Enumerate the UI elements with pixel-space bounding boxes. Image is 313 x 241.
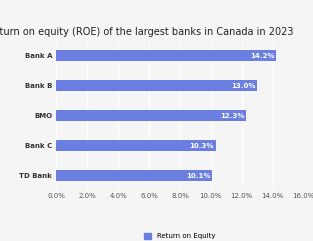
Text: 13.0%: 13.0% bbox=[231, 83, 256, 89]
Text: 10.1%: 10.1% bbox=[186, 173, 211, 179]
Text: Return on equity (ROE) of the largest banks in Canada in 2023: Return on equity (ROE) of the largest ba… bbox=[0, 27, 294, 37]
Bar bbox=[56, 50, 276, 61]
Text: 12.3%: 12.3% bbox=[220, 113, 245, 119]
Legend: Return on Equity: Return on Equity bbox=[145, 233, 215, 240]
Text: 10.3%: 10.3% bbox=[189, 143, 214, 149]
Text: 14.2%: 14.2% bbox=[250, 53, 274, 59]
Bar bbox=[56, 140, 216, 151]
Bar bbox=[56, 170, 213, 181]
Bar bbox=[56, 80, 257, 91]
Bar bbox=[56, 110, 246, 121]
